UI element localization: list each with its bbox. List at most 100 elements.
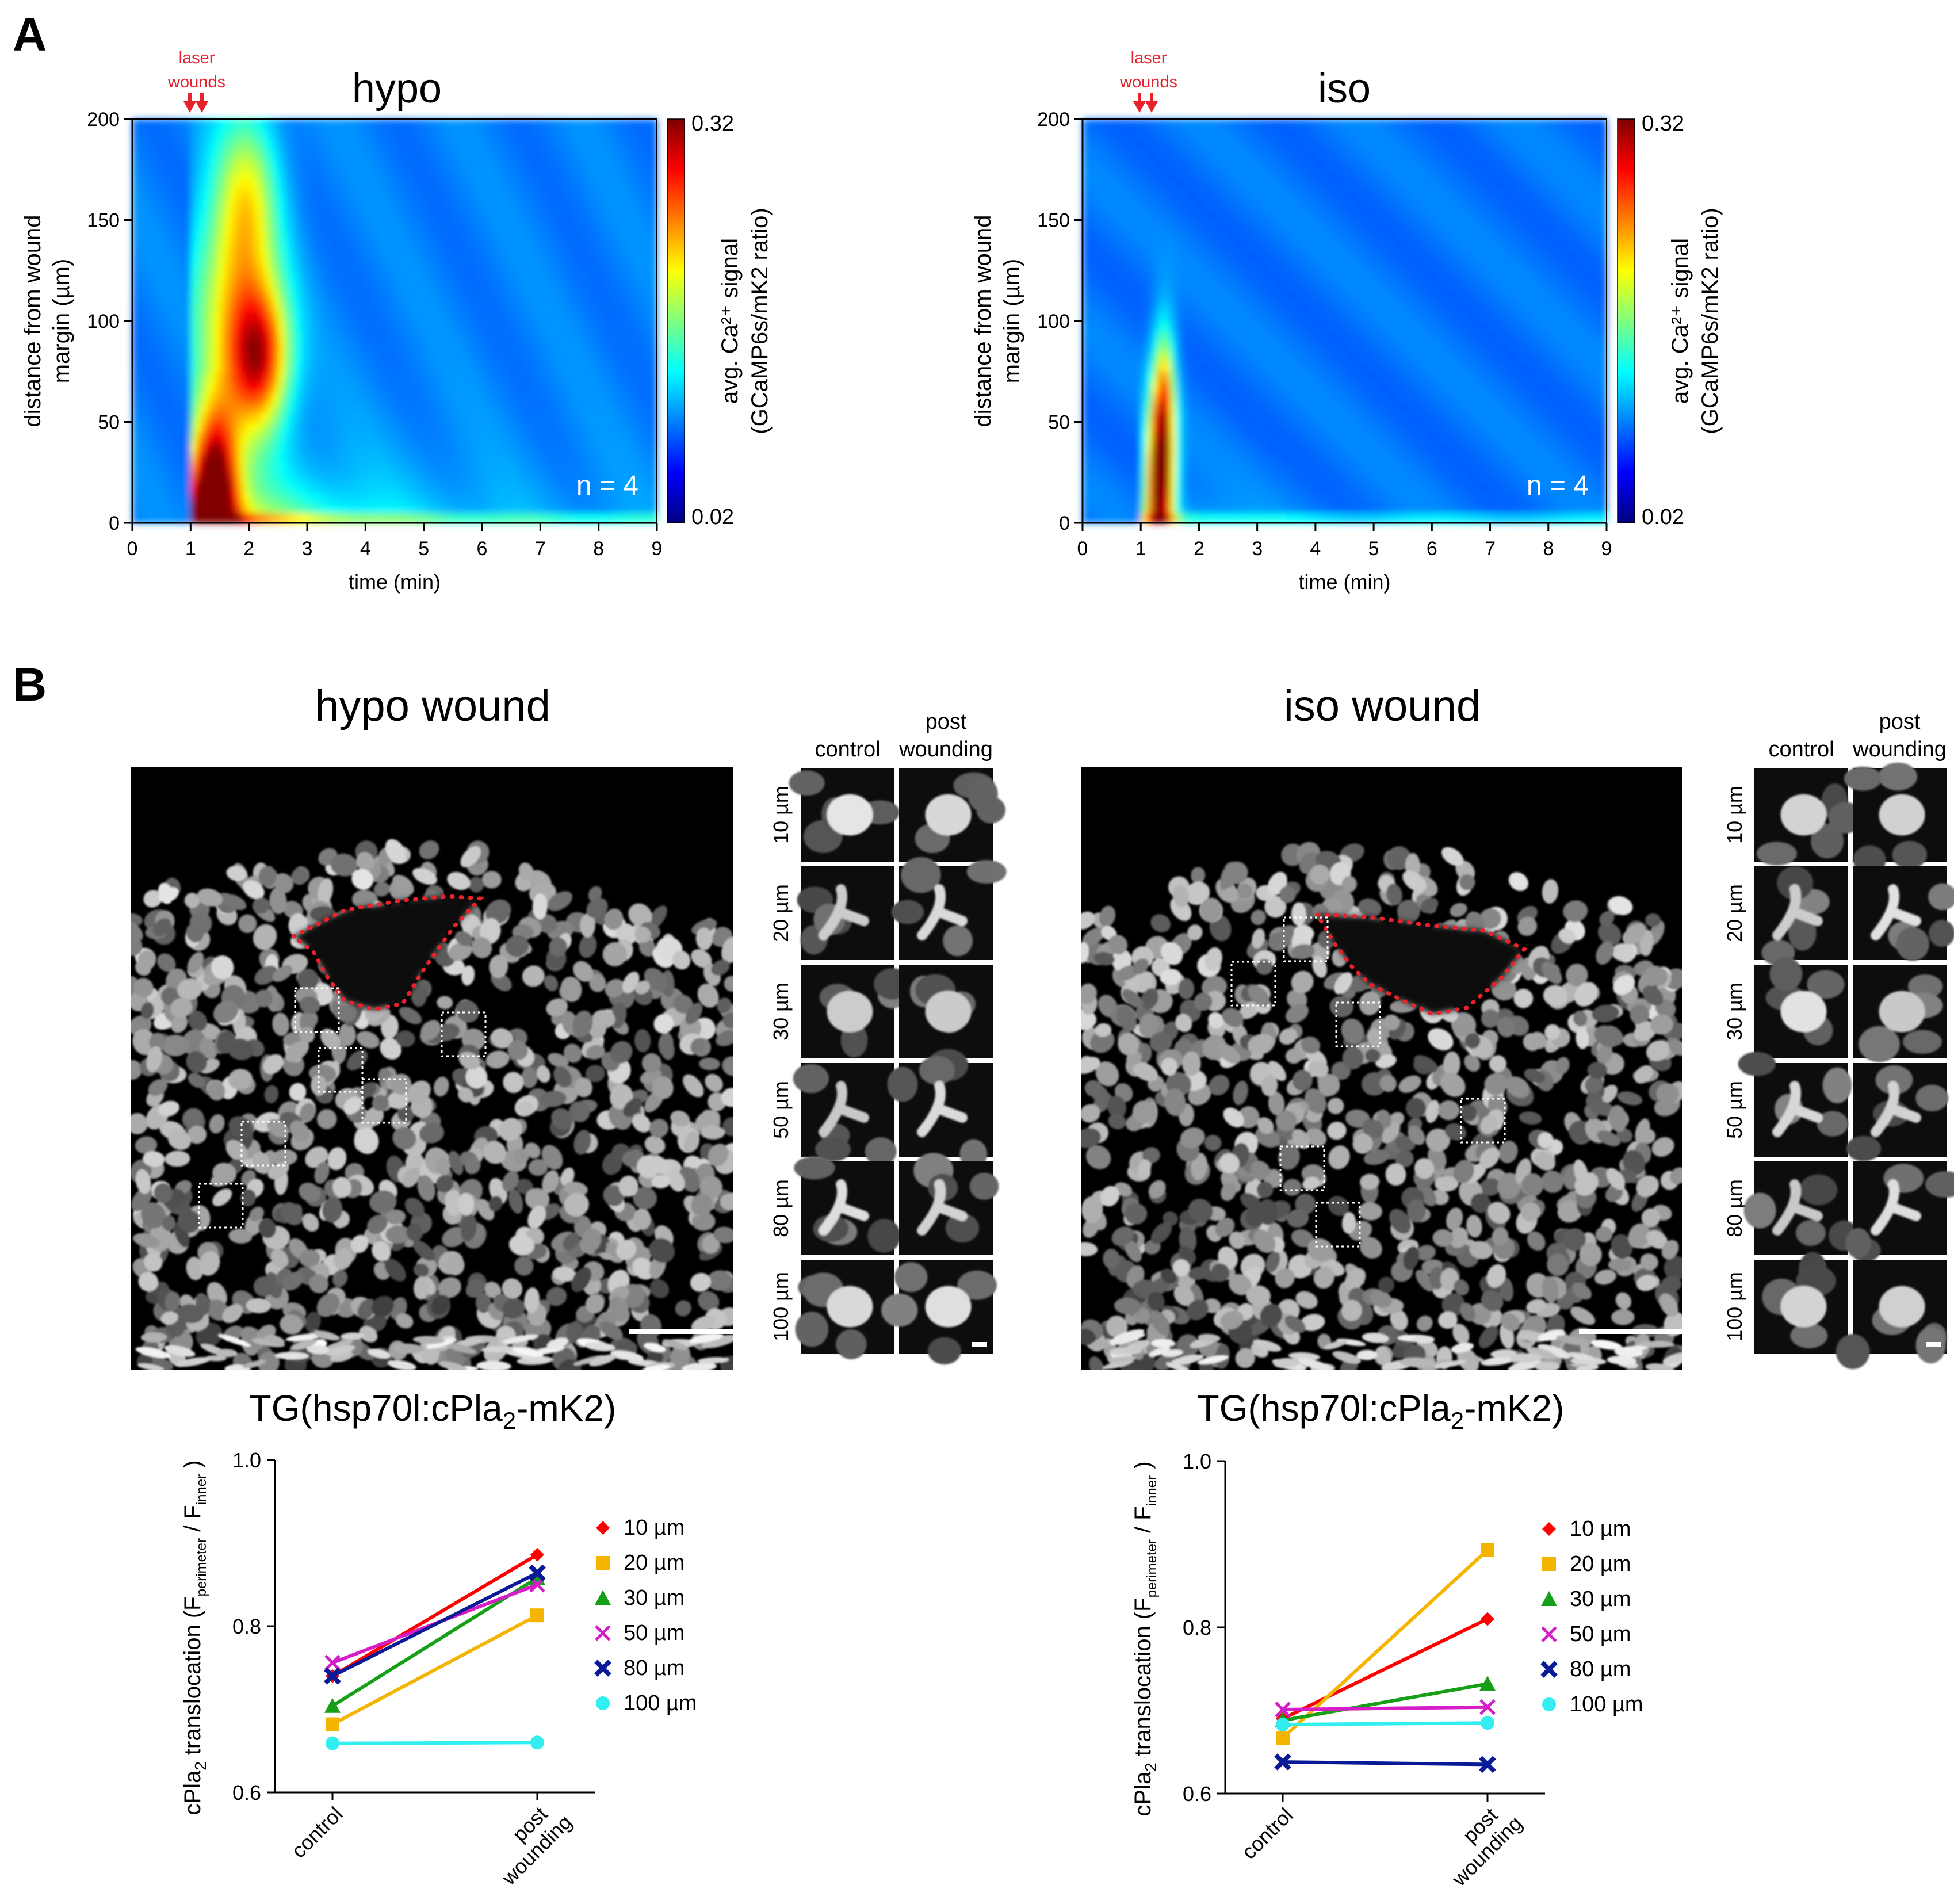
heatmap-cell	[441, 331, 448, 342]
heatmap-cell	[1275, 452, 1281, 463]
heatmap-cell	[429, 159, 436, 170]
heatmap-cell	[254, 159, 261, 170]
heatmap-cell	[645, 341, 652, 352]
heatmap-cell	[488, 159, 494, 170]
heatmap-cell	[295, 300, 302, 312]
heatmap-cell	[213, 240, 220, 251]
heatmap-cell	[453, 311, 460, 322]
heatmap-cell	[278, 472, 285, 483]
heatmap-cell	[575, 290, 582, 301]
heatmap-cell	[557, 452, 564, 463]
heatmap-cell	[213, 149, 220, 160]
heatmap-cell	[423, 442, 430, 453]
heatmap-cell	[563, 513, 570, 523]
heatmap-cell	[476, 240, 483, 251]
heatmap-cell	[284, 462, 290, 473]
heatmap-cell	[639, 432, 646, 443]
heatmap-cell	[557, 240, 564, 251]
heatmap-cell	[155, 200, 162, 211]
heatmap-cell	[360, 200, 366, 211]
heatmap-cell	[1210, 119, 1217, 130]
heatmap-cell	[645, 513, 652, 523]
heatmap-cell	[406, 260, 413, 272]
heatmap-cell	[313, 119, 319, 130]
heatmap-cell	[412, 402, 419, 412]
heatmap-cell	[132, 270, 139, 281]
heatmap-cell	[1228, 189, 1234, 201]
heatmap-cell	[313, 391, 319, 403]
heatmap-cell	[400, 452, 407, 463]
heatmap-cell	[237, 139, 244, 150]
heatmap-cell	[1234, 432, 1241, 443]
heatmap-cell	[272, 331, 279, 342]
heatmap-cell	[610, 270, 617, 281]
heatmap-cell	[220, 189, 226, 201]
heatmap-cell	[185, 209, 192, 221]
heatmap-cell	[1263, 472, 1269, 483]
heatmap-cell	[645, 371, 652, 383]
heatmap-cell	[488, 472, 494, 483]
heatmap-cell	[237, 129, 244, 140]
heatmap-cell	[1152, 452, 1159, 463]
heatmap-cell	[1088, 452, 1095, 463]
heatmap-cell	[248, 280, 255, 292]
heatmap-cell	[1129, 482, 1135, 494]
heatmap-cell	[598, 412, 605, 423]
heatmap-cell	[144, 240, 151, 251]
heatmap-cell	[254, 391, 261, 403]
heatmap-cell	[639, 361, 646, 372]
heatmap-cell	[173, 482, 179, 494]
heatmap-cell	[622, 502, 629, 514]
heatmap-cell	[616, 119, 622, 130]
heatmap-cell	[1240, 502, 1246, 514]
heatmap-cell	[1222, 159, 1229, 170]
heatmap-cell	[534, 189, 541, 201]
heatmap-cell	[552, 129, 559, 140]
heatmap-cell	[167, 513, 174, 523]
heatmap-cell	[1193, 209, 1200, 221]
heatmap-cell	[517, 179, 523, 190]
heatmap-cell	[1164, 209, 1171, 221]
heatmap-cell	[1106, 159, 1112, 170]
heatmap-cell	[1193, 270, 1200, 281]
heatmap-cell	[412, 371, 419, 383]
heatmap-cell	[1094, 230, 1101, 241]
heatmap-cell	[505, 280, 512, 292]
heatmap-cell	[1129, 381, 1135, 392]
heatmap-cell	[569, 300, 576, 312]
heatmap-cell	[1181, 361, 1188, 372]
heatmap-cell	[587, 472, 594, 483]
heatmap-cell	[529, 452, 535, 463]
heatmap-cell	[138, 391, 144, 403]
heatmap-cell	[622, 452, 629, 463]
heatmap-cell	[1164, 250, 1171, 261]
heatmap-cell	[360, 290, 366, 301]
heatmap-cell	[138, 402, 144, 412]
heatmap-cell	[324, 341, 331, 352]
heatmap-cell	[575, 341, 582, 352]
heatmap-cell	[307, 270, 313, 281]
heatmap-cell	[1146, 502, 1153, 514]
heatmap-cell	[1245, 209, 1252, 221]
heatmap-cell	[1240, 341, 1246, 352]
heatmap-cell	[150, 391, 156, 403]
heatmap-cell	[616, 149, 622, 160]
heatmap-cell	[132, 200, 139, 211]
heatmap-cell	[1257, 250, 1264, 261]
heatmap-cell	[289, 260, 296, 272]
heatmap-cell	[494, 442, 500, 453]
heatmap-cell	[476, 220, 483, 231]
heatmap-cell	[173, 351, 179, 362]
heatmap-cell	[144, 422, 151, 433]
heatmap-cell	[529, 492, 535, 503]
heatmap-cell	[243, 169, 250, 181]
heatmap-cell	[1251, 472, 1258, 483]
heatmap-cell	[365, 300, 372, 312]
heatmap-cell	[371, 149, 378, 160]
heatmap-cell	[1152, 300, 1159, 312]
heatmap-cell	[1135, 462, 1141, 473]
heatmap-cell	[1204, 331, 1211, 342]
heatmap-cell	[569, 280, 576, 292]
heatmap-cell	[377, 270, 384, 281]
heatmap-cell	[529, 513, 535, 523]
